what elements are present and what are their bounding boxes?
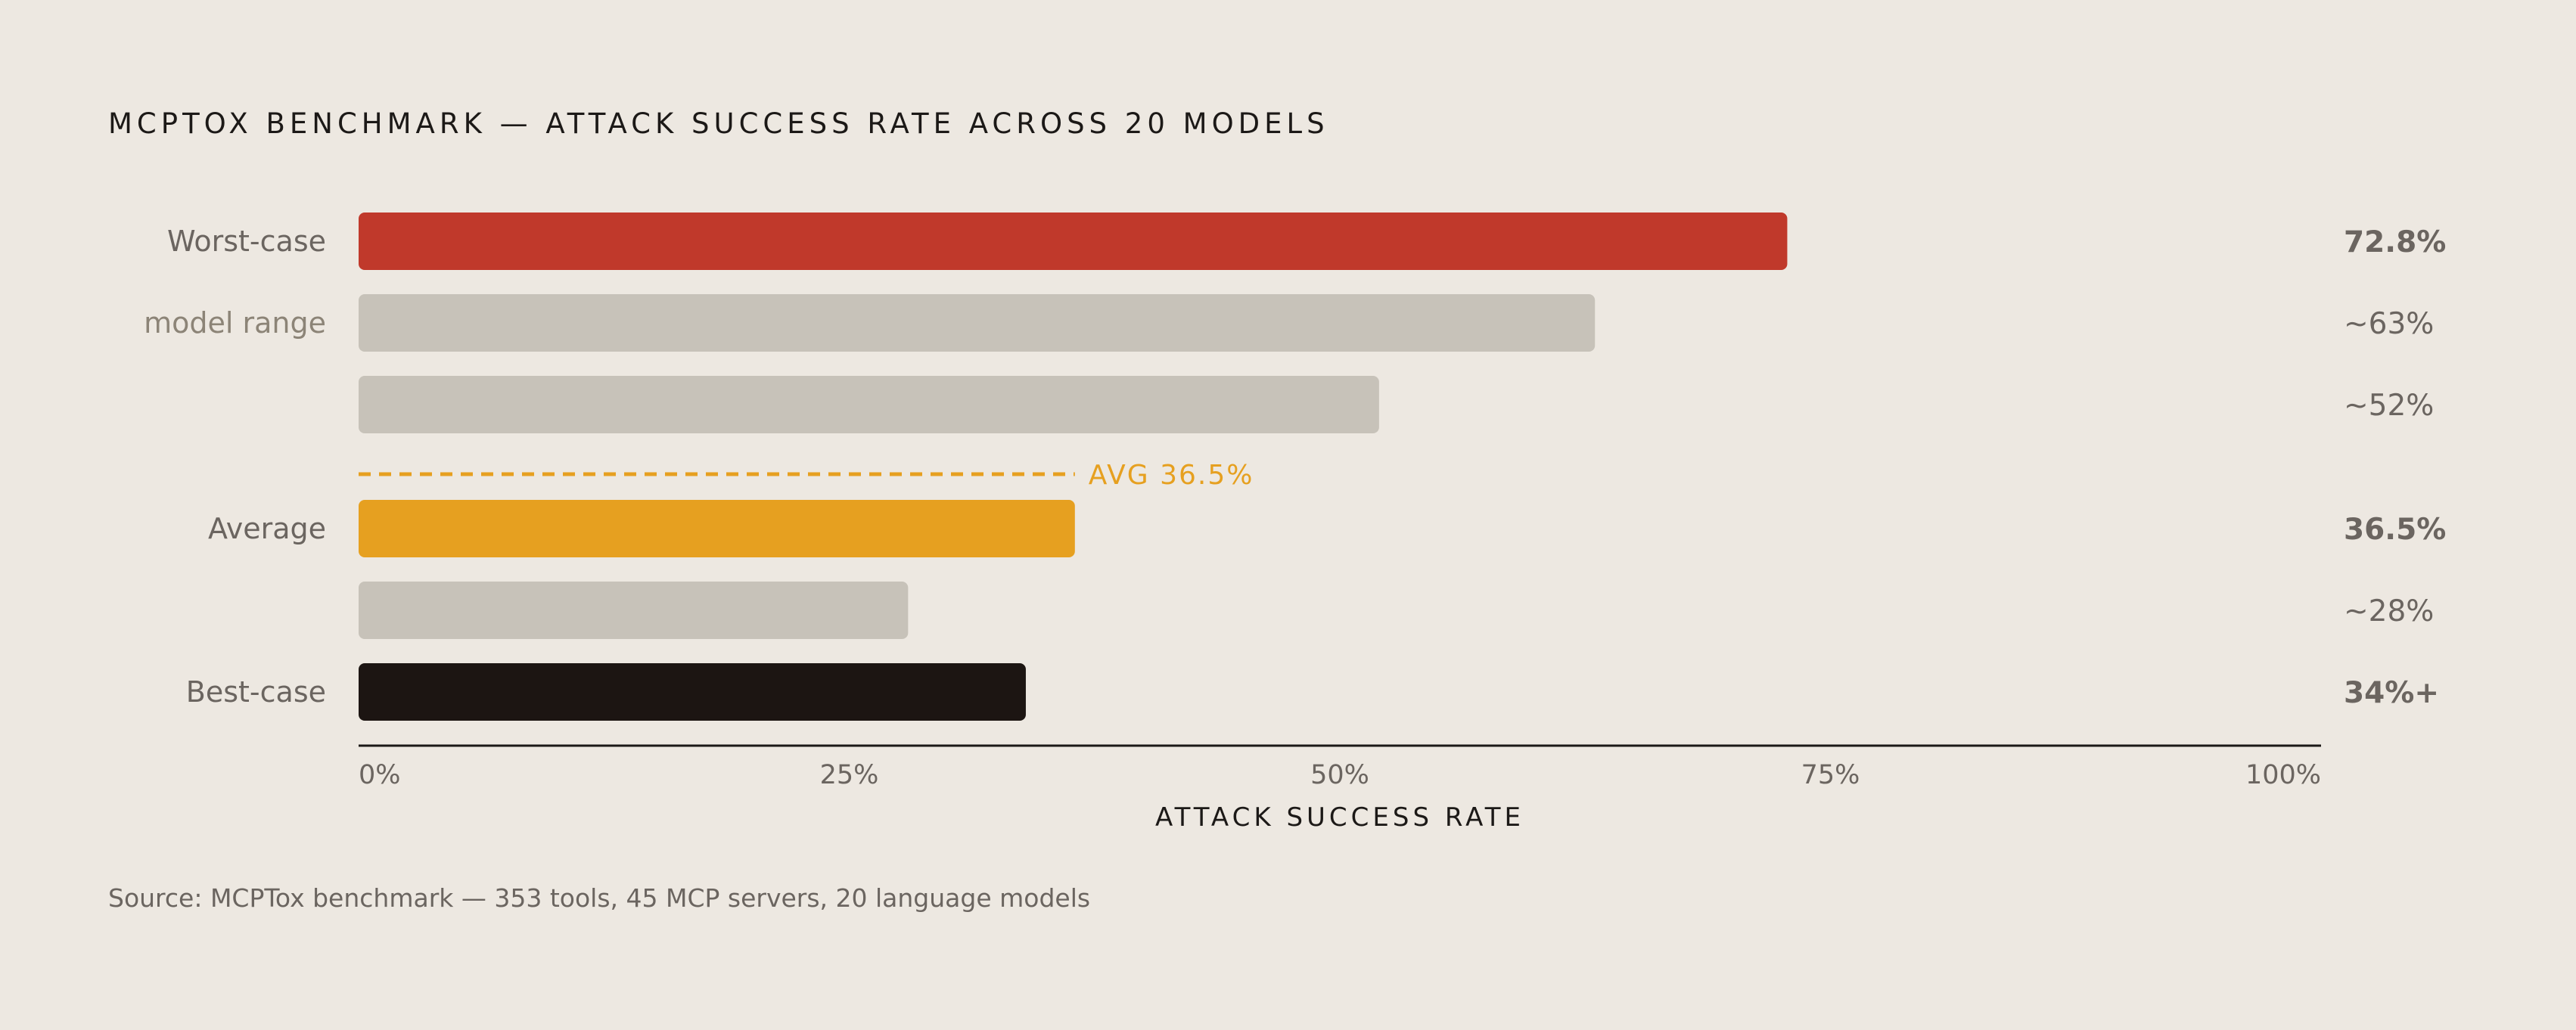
category-label: Worst-case	[167, 225, 326, 258]
x-tick-label: 25%	[820, 760, 879, 790]
average-reference-label: AVG 36.5%	[1089, 460, 1254, 491]
category-label: Best-case	[186, 675, 326, 709]
category-label: Average	[208, 512, 326, 545]
x-tick-label: 100%	[2245, 760, 2321, 790]
chart-title: MCPTOX BENCHMARK — ATTACK SUCCESS RATE A…	[108, 107, 1329, 140]
value-label: 36.5%	[2344, 513, 2446, 547]
x-tick-label: 0%	[359, 760, 401, 790]
bar-model-range	[359, 294, 1596, 352]
category-label: model range	[144, 306, 326, 340]
bar-range-4	[359, 582, 909, 639]
source-note: Source: MCPTox benchmark — 353 tools, 45…	[108, 883, 1091, 913]
x-axis-title: ATTACK SUCCESS RATE	[1155, 802, 1524, 833]
x-tick-label: 50%	[1310, 760, 1369, 790]
bar-range-2	[359, 376, 1379, 433]
bar-worst-case	[359, 213, 1788, 270]
value-label: ~52%	[2344, 389, 2434, 423]
value-label: 34%+	[2344, 676, 2439, 710]
bar-best-case	[359, 663, 1026, 721]
value-label: ~28%	[2344, 594, 2434, 628]
value-label: ~63%	[2344, 307, 2434, 341]
bar-average	[359, 500, 1075, 557]
x-tick-label: 75%	[1801, 760, 1860, 790]
value-label: 72.8%	[2344, 225, 2446, 259]
